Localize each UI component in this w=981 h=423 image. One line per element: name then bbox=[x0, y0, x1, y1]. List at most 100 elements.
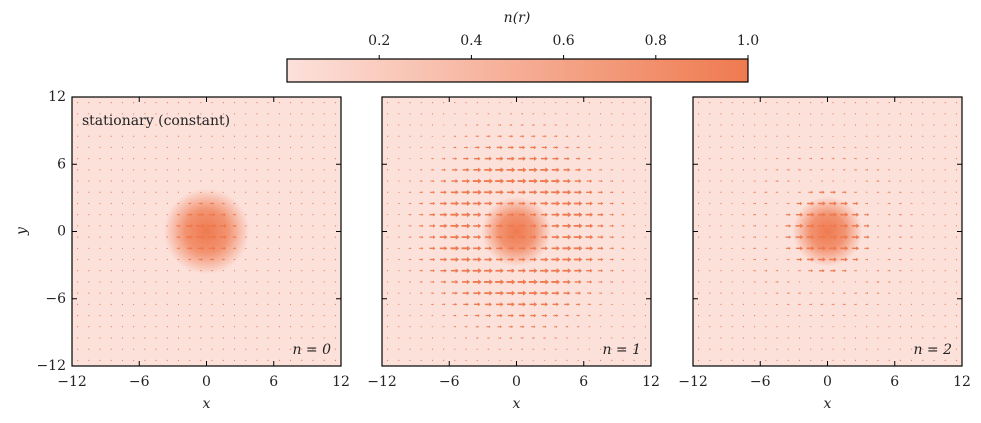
arrow bbox=[144, 258, 146, 261]
arrow bbox=[798, 337, 801, 339]
arrow bbox=[888, 102, 890, 104]
arrow bbox=[575, 291, 582, 295]
arrow bbox=[921, 236, 924, 238]
arrow bbox=[644, 270, 646, 272]
arrow bbox=[877, 124, 879, 126]
arrow bbox=[99, 348, 101, 350]
arrow bbox=[323, 314, 325, 317]
arrow bbox=[244, 225, 247, 227]
arrow bbox=[323, 180, 325, 182]
arrow bbox=[709, 214, 711, 216]
arrow bbox=[155, 102, 157, 104]
arrow bbox=[532, 359, 535, 362]
arrow bbox=[588, 348, 590, 350]
arrow bbox=[765, 124, 767, 126]
arrow bbox=[110, 214, 112, 216]
arrow bbox=[633, 191, 636, 194]
arrow bbox=[312, 348, 314, 350]
arrow bbox=[843, 281, 846, 283]
arrow bbox=[731, 102, 733, 104]
arrow bbox=[754, 113, 756, 115]
arrow bbox=[278, 247, 280, 249]
arrow bbox=[588, 314, 591, 317]
arrow bbox=[910, 359, 913, 361]
arrow bbox=[278, 146, 280, 149]
arrow bbox=[532, 112, 535, 115]
arrow bbox=[520, 123, 524, 127]
arrow bbox=[910, 337, 913, 339]
arrow bbox=[599, 135, 602, 137]
arrow bbox=[200, 359, 202, 361]
arrow bbox=[731, 326, 733, 328]
arrow bbox=[334, 202, 336, 205]
arrow bbox=[397, 213, 400, 216]
arrow bbox=[753, 269, 756, 272]
arrow bbox=[843, 359, 845, 361]
arrow bbox=[518, 223, 526, 229]
arrow bbox=[177, 292, 180, 294]
arrow bbox=[452, 302, 458, 306]
arrow bbox=[609, 235, 615, 239]
arrow bbox=[621, 258, 625, 261]
arrow bbox=[88, 202, 90, 205]
arrow bbox=[453, 337, 456, 339]
arrow bbox=[731, 202, 734, 205]
arrow bbox=[420, 124, 422, 126]
arrow bbox=[633, 359, 635, 361]
arrow bbox=[944, 225, 946, 227]
arrow bbox=[709, 225, 711, 227]
arrow bbox=[312, 270, 314, 272]
arrow bbox=[77, 180, 79, 182]
arrow bbox=[473, 290, 482, 296]
arrow bbox=[133, 314, 135, 317]
arrow bbox=[786, 258, 790, 261]
x-tick-label: 12 bbox=[642, 374, 660, 390]
arrow bbox=[334, 225, 336, 227]
arrow bbox=[843, 337, 845, 339]
arrow bbox=[698, 124, 700, 126]
arrow bbox=[830, 190, 836, 195]
arrow bbox=[633, 292, 635, 294]
arrow bbox=[166, 281, 168, 283]
arrow bbox=[531, 123, 535, 127]
arrow bbox=[609, 224, 615, 228]
arrow bbox=[899, 158, 901, 160]
arrow bbox=[565, 124, 569, 126]
arrow bbox=[540, 257, 549, 262]
arrow bbox=[222, 113, 224, 115]
arrow bbox=[798, 269, 801, 272]
arrow bbox=[245, 359, 247, 361]
x-tick-label: −12 bbox=[57, 374, 87, 390]
arrow bbox=[541, 235, 548, 240]
arrow bbox=[753, 169, 756, 171]
arrow bbox=[409, 113, 411, 115]
arrow bbox=[121, 348, 124, 350]
arrow bbox=[866, 124, 868, 126]
arrow bbox=[323, 348, 325, 350]
arrow bbox=[483, 279, 494, 285]
arrow bbox=[809, 146, 812, 149]
arrow bbox=[832, 281, 835, 283]
arrow bbox=[245, 191, 247, 193]
arrow bbox=[585, 201, 593, 206]
arrow bbox=[764, 236, 768, 239]
arrow bbox=[562, 245, 572, 251]
arrow bbox=[933, 281, 935, 283]
arrow bbox=[633, 124, 635, 126]
arrow bbox=[301, 270, 303, 272]
arrow bbox=[621, 281, 625, 283]
arrow bbox=[211, 180, 213, 182]
arrow bbox=[334, 281, 336, 283]
arrow bbox=[798, 292, 801, 295]
arrow bbox=[133, 326, 135, 328]
arrow bbox=[621, 269, 625, 272]
arrow bbox=[562, 223, 572, 229]
arrow bbox=[551, 223, 560, 229]
arrow bbox=[518, 302, 527, 307]
arrow bbox=[99, 225, 101, 227]
arrow bbox=[910, 314, 913, 317]
arrow bbox=[301, 292, 303, 294]
arrow bbox=[487, 123, 490, 127]
arrow bbox=[256, 158, 258, 160]
arrow bbox=[510, 359, 512, 362]
